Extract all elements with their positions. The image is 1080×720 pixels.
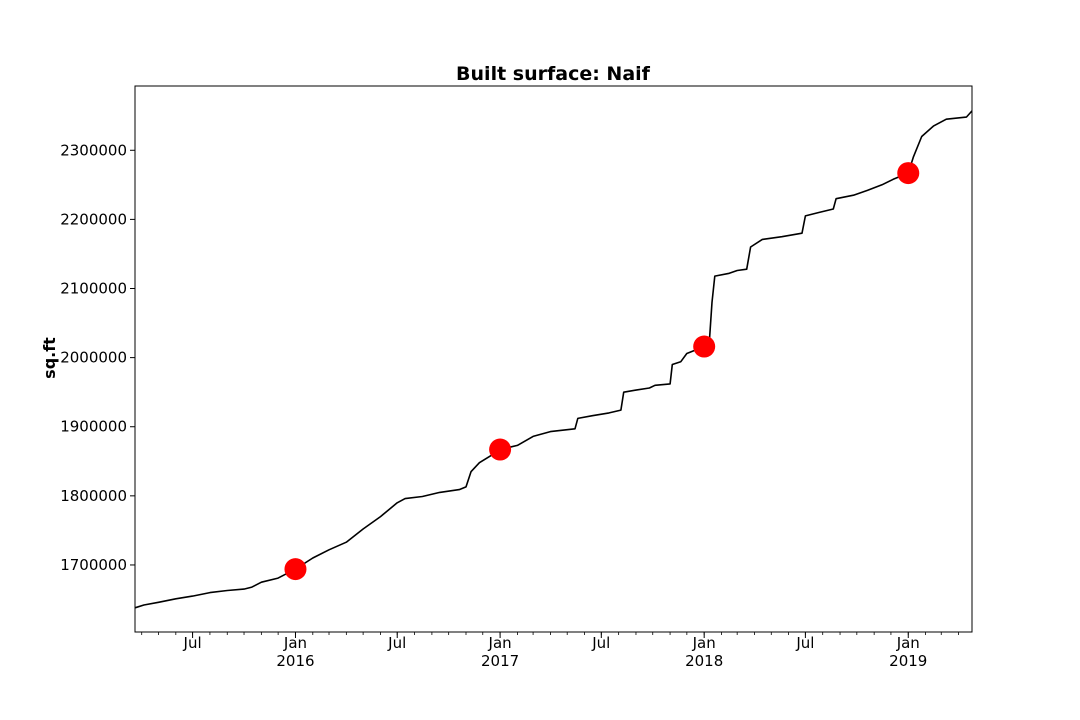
y-tick-label-6: 2300000 <box>60 141 127 159</box>
marker-point-3 <box>897 162 920 185</box>
x-tick-label-2: Jul <box>387 634 406 652</box>
x-tick-label-4: Jul <box>591 634 610 652</box>
x-tick-label-5: Jan <box>692 634 716 652</box>
y-tick-label-3: 2000000 <box>60 349 127 367</box>
y-axis-label: sq.ft <box>40 337 59 379</box>
x-tick-year-label-7: 2019 <box>889 652 927 670</box>
marker-point-1 <box>489 438 512 461</box>
y-tick-label-2: 1900000 <box>60 418 127 436</box>
marker-point-0 <box>284 558 307 581</box>
x-tick-label-1: Jan <box>283 634 307 652</box>
y-tick-label-4: 2100000 <box>60 280 127 298</box>
plot-frame <box>134 85 973 633</box>
x-tick-year-label-1: 2016 <box>276 652 314 670</box>
x-tick-year-label-3: 2017 <box>481 652 519 670</box>
chart-title: Built surface: Naif <box>456 63 651 85</box>
y-tick-label-0: 1700000 <box>60 556 127 574</box>
x-tick-label-7: Jan <box>896 634 920 652</box>
x-tick-label-6: Jul <box>795 634 814 652</box>
series-line-0 <box>134 110 973 609</box>
x-tick-label-3: Jan <box>488 634 512 652</box>
marker-point-2 <box>693 335 716 358</box>
x-tick-label-0: Jul <box>183 634 202 652</box>
y-tick-label-1: 1800000 <box>60 487 127 505</box>
x-tick-year-label-5: 2018 <box>685 652 723 670</box>
y-tick-label-5: 2200000 <box>60 210 127 228</box>
plot-area: 1700000 1800000 1900000 2000000 2100000 22000… <box>60 85 973 670</box>
